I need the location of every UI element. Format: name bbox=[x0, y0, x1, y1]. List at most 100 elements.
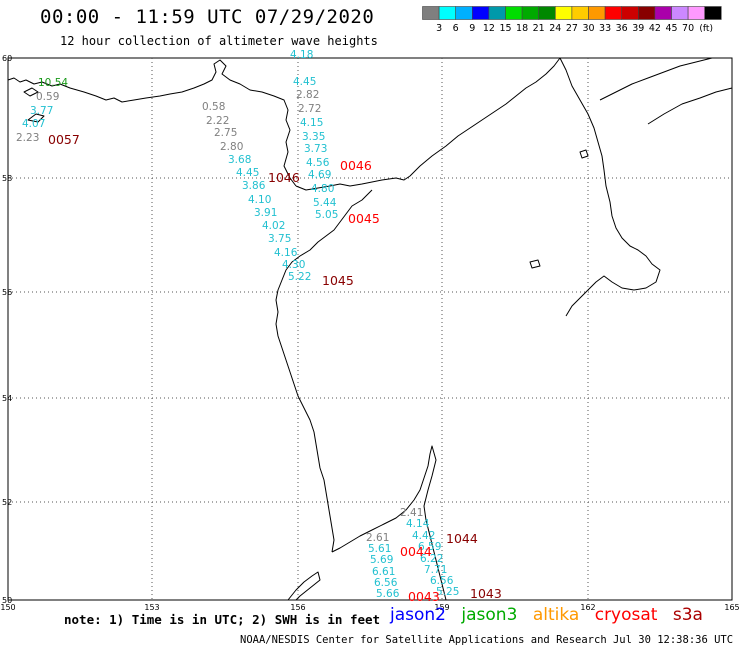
coastline bbox=[7, 57, 733, 601]
satellite-legend: jason2 jason3 altika cryosat s3a bbox=[390, 605, 713, 625]
wave-height-label: 0.59 bbox=[36, 91, 59, 103]
scale-tick-label: 15 bbox=[499, 23, 511, 34]
pass-time-label: 0045 bbox=[348, 211, 380, 226]
wave-height-label: 3.77 bbox=[30, 105, 53, 117]
latitude-tick-label: 50 bbox=[2, 596, 12, 605]
coastline-segment bbox=[7, 59, 297, 187]
scale-swatch bbox=[687, 6, 706, 20]
wave-height-label: 2.82 bbox=[296, 89, 319, 101]
wave-height-label: 2.23 bbox=[16, 132, 39, 144]
wave-height-label: 5.66 bbox=[376, 588, 400, 600]
wave-height-label: 5.05 bbox=[315, 209, 338, 221]
satellite-s3a: s3a bbox=[672, 605, 703, 625]
wave-height-label: 10.54 bbox=[38, 77, 68, 89]
wave-height-label: 7.71 bbox=[424, 564, 447, 576]
scale-tick-label: 3 bbox=[436, 23, 442, 34]
wave-height-label: 3.91 bbox=[254, 207, 277, 219]
coastline-segment bbox=[27, 113, 45, 123]
scale-tick-label: 24 bbox=[549, 23, 561, 34]
wave-height-label: 2.80 bbox=[220, 141, 243, 153]
scale-tick-label: 18 bbox=[516, 23, 528, 34]
wave-height-label: 4.45 bbox=[293, 76, 316, 88]
coastline-segment bbox=[599, 57, 713, 101]
latitude-tick-label: 56 bbox=[2, 288, 12, 297]
wave-height-label: 4.80 bbox=[311, 183, 334, 195]
scale-swatch bbox=[704, 6, 722, 20]
wave-height-label: 3.75 bbox=[268, 233, 291, 245]
wave-height-label: 5.61 bbox=[368, 543, 391, 555]
coastline-segment bbox=[579, 149, 589, 159]
coastline-segment bbox=[287, 571, 321, 601]
map-frame bbox=[7, 57, 733, 601]
wave-height-label: 6.59 bbox=[418, 541, 441, 553]
scale-swatch bbox=[638, 6, 656, 20]
wave-height-label: 2.22 bbox=[206, 115, 229, 127]
wave-height-label: 2.41 bbox=[400, 507, 423, 519]
wave-height-label: 5.22 bbox=[288, 271, 311, 283]
scale-swatch bbox=[538, 6, 556, 20]
wave-height-label: 6.56 bbox=[430, 575, 454, 587]
wave-height-label: 4.07 bbox=[22, 118, 45, 130]
coastline-segment bbox=[647, 87, 733, 125]
scale-swatch bbox=[471, 6, 490, 20]
satellite-jason2: jason2 bbox=[390, 605, 446, 625]
wave-height-label: 4.14 bbox=[406, 518, 430, 530]
scale-tick-label: 30 bbox=[582, 23, 594, 34]
credit-line: NOAA/NESDIS Center for Satellite Applica… bbox=[240, 634, 740, 646]
wave-height-label: 4.30 bbox=[282, 259, 305, 271]
map-border bbox=[7, 57, 733, 601]
scale-swatch bbox=[621, 6, 639, 20]
scale-tick-label: 33 bbox=[599, 23, 611, 34]
latitude-tick-label: 58 bbox=[2, 174, 12, 183]
satellite-jason3: jason3 bbox=[461, 605, 518, 625]
scale-tick-label: 70 bbox=[682, 23, 694, 34]
satellite-altika: altika bbox=[532, 605, 580, 625]
page-subtitle: 12 hour collection of altimeter wave hei… bbox=[60, 34, 378, 48]
scale-tick-label: 39 bbox=[632, 23, 644, 34]
wave-height-label: 4.42 bbox=[412, 530, 435, 542]
latitude-tick-label: 52 bbox=[2, 498, 12, 507]
longitude-tick-label: 153 bbox=[144, 603, 159, 612]
wave-height-label: 0.58 bbox=[202, 101, 225, 113]
pass-time-label: 1046 bbox=[268, 170, 300, 185]
longitude-tick-label: 150 bbox=[0, 603, 15, 612]
scale-swatch bbox=[588, 6, 606, 20]
color-scale-legend: 3 6 9 12 15 18 21 24 27 30 33 36 39 42 45 70 (ft) bbox=[422, 6, 722, 34]
wave-height-label: 4.16 bbox=[274, 247, 298, 259]
footnote: note: 1) Time is in UTC; 2) SWH is in fe… bbox=[64, 612, 381, 627]
scale-tick-label: 27 bbox=[566, 23, 578, 34]
wave-height-label: 3.68 bbox=[228, 154, 251, 166]
wave-height-label: 4.18 bbox=[290, 49, 313, 61]
wave-height-label: 4.15 bbox=[300, 117, 323, 129]
pass-time-label: 0043 bbox=[408, 589, 440, 604]
wave-height-label: 2.75 bbox=[214, 127, 237, 139]
coastline-segment bbox=[529, 259, 541, 269]
scale-tick-label: 12 bbox=[483, 23, 495, 34]
coastline-segment bbox=[23, 87, 39, 97]
wave-height-label: 6.56 bbox=[374, 577, 398, 589]
wave-height-label: 4.02 bbox=[262, 220, 285, 232]
scale-swatch bbox=[654, 6, 672, 20]
pass-time-label: 1044 bbox=[446, 531, 478, 546]
pass-time-label: 0044 bbox=[400, 544, 432, 559]
page-title: 00:00 - 11:59 UTC 07/29/2020 bbox=[40, 6, 375, 28]
scale-swatch bbox=[671, 6, 689, 20]
coastline-segment bbox=[275, 189, 373, 553]
longitude-tick-label: 165 bbox=[724, 603, 739, 612]
scale-unit: (ft) bbox=[699, 24, 713, 34]
scale-swatch bbox=[604, 6, 623, 20]
scale-tick-label: 36 bbox=[616, 23, 628, 34]
wave-height-label: 6.61 bbox=[372, 566, 395, 578]
scale-swatch bbox=[455, 6, 473, 20]
pass-time-label: 1045 bbox=[322, 273, 354, 288]
wave-height-label: 5.25 bbox=[436, 586, 459, 598]
pass-time-label: 1043 bbox=[470, 586, 502, 601]
coastline-segment bbox=[559, 57, 661, 317]
scale-tick-label: 6 bbox=[453, 23, 459, 34]
coastline-segment bbox=[331, 445, 447, 601]
wave-height-label: 3.73 bbox=[304, 143, 327, 155]
wave-height-label: 3.86 bbox=[242, 180, 266, 192]
wave-height-label: 4.56 bbox=[306, 157, 330, 169]
